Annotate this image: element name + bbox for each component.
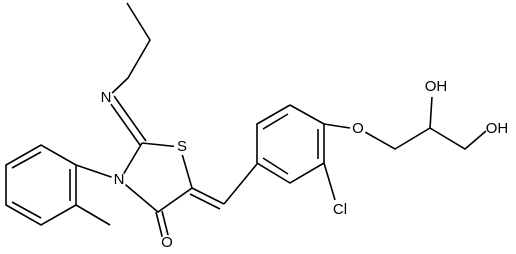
- atom-label: S: [177, 138, 187, 155]
- label-bg: [159, 235, 175, 251]
- exocyclic-bond: [189, 193, 221, 210]
- label-bg: [111, 172, 127, 188]
- atom-label: N: [114, 171, 125, 188]
- label-bg: [487, 120, 505, 138]
- atom-label: N: [101, 89, 112, 106]
- aromatic-bond: [262, 157, 289, 175]
- label-bg: [174, 139, 190, 155]
- label-bg: [98, 90, 114, 106]
- chloro-bond: [323, 162, 336, 201]
- tolyl-ring: [5, 144, 77, 226]
- atom-label: OH: [425, 78, 448, 95]
- aromatic-bond: [262, 113, 289, 130]
- aromatic-bond: [11, 201, 42, 219]
- benzene-ring: [256, 104, 325, 184]
- atom-label: OH: [486, 120, 509, 137]
- atom-label: O: [161, 234, 173, 251]
- imine-bond: [107, 99, 141, 146]
- ether-bond: [323, 123, 351, 129]
- glycerol-chain: [364, 127, 487, 150]
- carbonyl-bond: [161, 210, 170, 240]
- bonds: [5, 2, 487, 241]
- bond: [223, 163, 258, 205]
- imine-bond: [113, 95, 147, 142]
- atom-labels: N S N O Cl O OH OH: [98, 78, 508, 251]
- atom-label: O: [352, 120, 364, 137]
- aromatic-bond: [11, 151, 42, 169]
- label-bg: [330, 200, 350, 220]
- exocyclic-bond: [191, 187, 225, 205]
- label-bg: [350, 121, 366, 137]
- carbonyl-bond: [155, 211, 164, 241]
- atom-label: Cl: [333, 201, 347, 218]
- methyl-bond: [75, 204, 111, 226]
- wedge-bond: [429, 96, 433, 129]
- propyl-chain: [107, 2, 151, 98]
